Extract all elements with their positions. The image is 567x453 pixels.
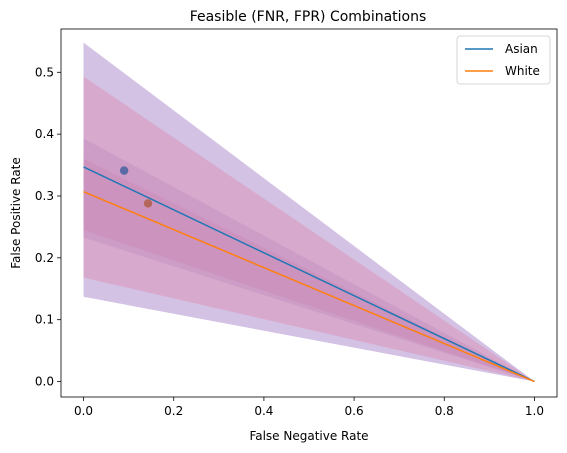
- y-axis: 0.0 0.1 0.2 0.3 0.4 0.5: [35, 65, 61, 389]
- point-white: [143, 199, 153, 208]
- x-axis: 0.0 0.2 0.4 0.6 0.8 1.0: [74, 397, 544, 418]
- y-axis-label: False Positive Rate: [9, 157, 23, 269]
- series-lines: [83, 166, 535, 383]
- y-tick-label: 0.5: [35, 65, 54, 79]
- legend-box: [456, 35, 551, 85]
- y-tick-label: 0.4: [35, 127, 54, 141]
- series-points: [119, 166, 153, 208]
- legend-label-white: White: [505, 64, 540, 78]
- band-white-2: [83, 158, 535, 382]
- x-tick-label: 0.0: [74, 404, 93, 418]
- x-tick-label: 0.8: [435, 404, 454, 418]
- y-tick-label: 0.3: [35, 189, 54, 203]
- y-tick-label: 0.0: [35, 375, 54, 389]
- line-white: [83, 190, 535, 383]
- point-asian: [119, 166, 129, 175]
- y-tick-label: 0.2: [35, 251, 54, 265]
- band-asian-2: [83, 138, 535, 382]
- confidence-bands: [83, 42, 535, 382]
- band-asian-1: [83, 42, 535, 382]
- legend: Asian White: [456, 35, 551, 85]
- x-tick-label: 0.4: [254, 404, 273, 418]
- plot-frame: [60, 28, 558, 398]
- x-axis-label: False Negative Rate: [249, 429, 368, 443]
- band-white-1: [83, 76, 535, 382]
- y-tick-label: 0.1: [35, 313, 54, 327]
- x-tick-label: 1.0: [525, 404, 544, 418]
- line-asian: [83, 166, 535, 383]
- x-tick-label: 0.6: [345, 404, 364, 418]
- chart-title: Feasible (FNR, FPR) Combinations: [190, 9, 427, 25]
- x-tick-label: 0.2: [164, 404, 183, 418]
- legend-label-asian: Asian: [505, 42, 538, 56]
